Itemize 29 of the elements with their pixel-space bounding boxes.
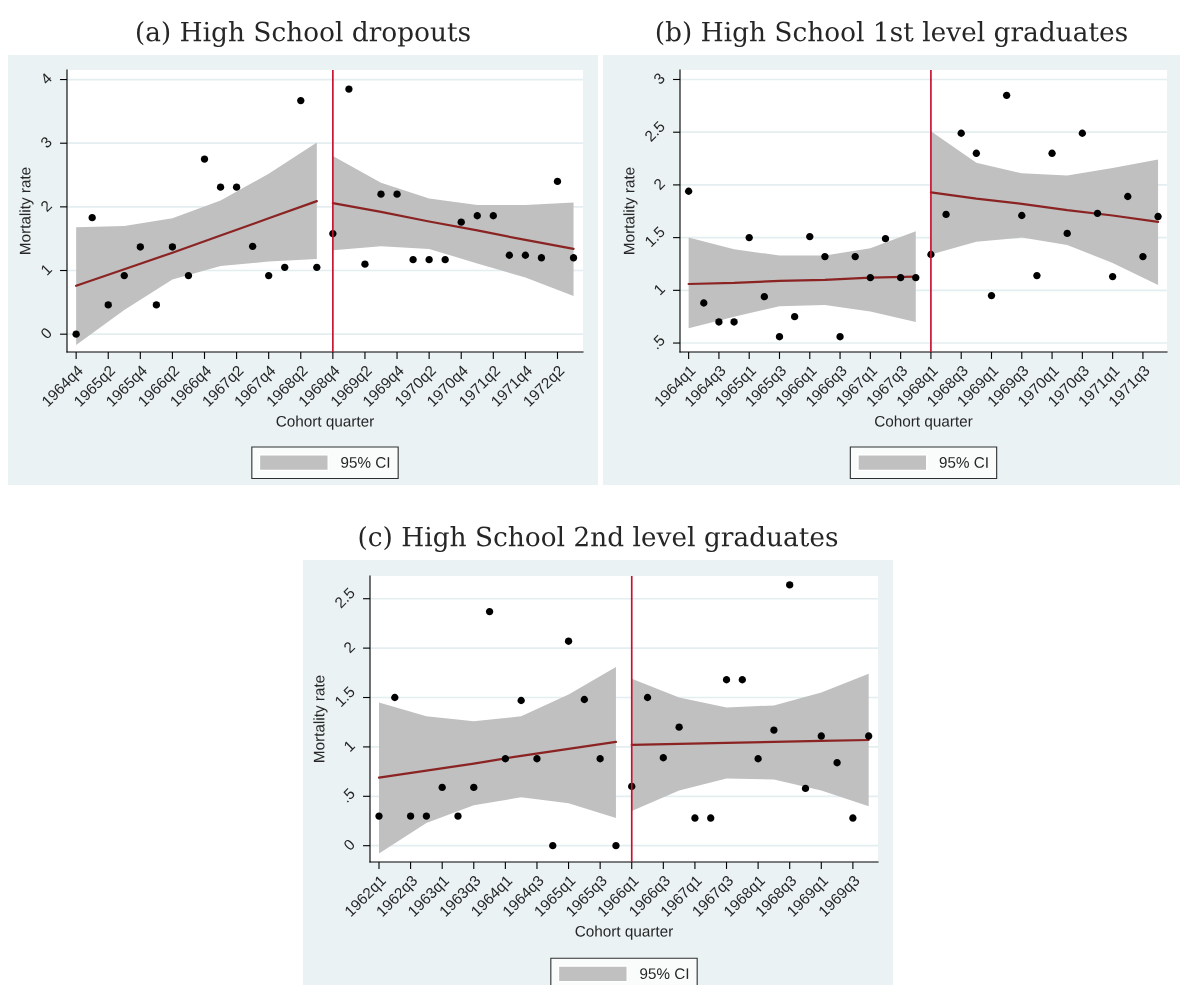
- y-tick-label: 3: [652, 72, 666, 85]
- y-tick-label: 2: [342, 640, 356, 654]
- y-axis-title: Mortality rate: [19, 167, 34, 254]
- y-tick-label: 1: [653, 283, 666, 296]
- x-axis-title: Cohort quarter: [875, 415, 973, 430]
- y-axis-title: Mortality rate: [313, 675, 328, 762]
- x-axis-title: Cohort quarter: [575, 925, 673, 940]
- y-tick-label: .5: [340, 787, 356, 803]
- y-axis-title: Mortality rate: [623, 167, 638, 254]
- chart-title: (c) High School 2nd level graduates: [359, 526, 838, 552]
- y-tick-label: 2.5: [333, 586, 356, 609]
- y-tick-label: 2: [39, 199, 53, 213]
- text: 95% CI: [939, 457, 988, 468]
- y-tick-label: 1.5: [334, 685, 356, 708]
- chart-title: (b) High School 1st level graduates: [656, 21, 1127, 47]
- y-tick-label: 3: [39, 135, 53, 149]
- x-axis-title: Cohort quarter: [276, 415, 374, 430]
- y-tick-label: 4: [39, 72, 53, 86]
- y-tick-label: 2: [652, 177, 666, 191]
- text: 95% CI: [640, 968, 689, 980]
- y-tick-label: .5: [650, 334, 666, 350]
- y-tick-label: 2.5: [643, 120, 666, 143]
- y-tick-label: 1: [343, 739, 356, 752]
- text: 95% CI: [341, 457, 390, 468]
- chart-title: (a) High School dropouts: [136, 21, 470, 47]
- y-tick-label: 0: [342, 838, 356, 852]
- y-tick-label: 1.5: [644, 225, 666, 248]
- y-tick-label: 0: [39, 326, 53, 340]
- y-tick-label: 1: [40, 263, 53, 276]
